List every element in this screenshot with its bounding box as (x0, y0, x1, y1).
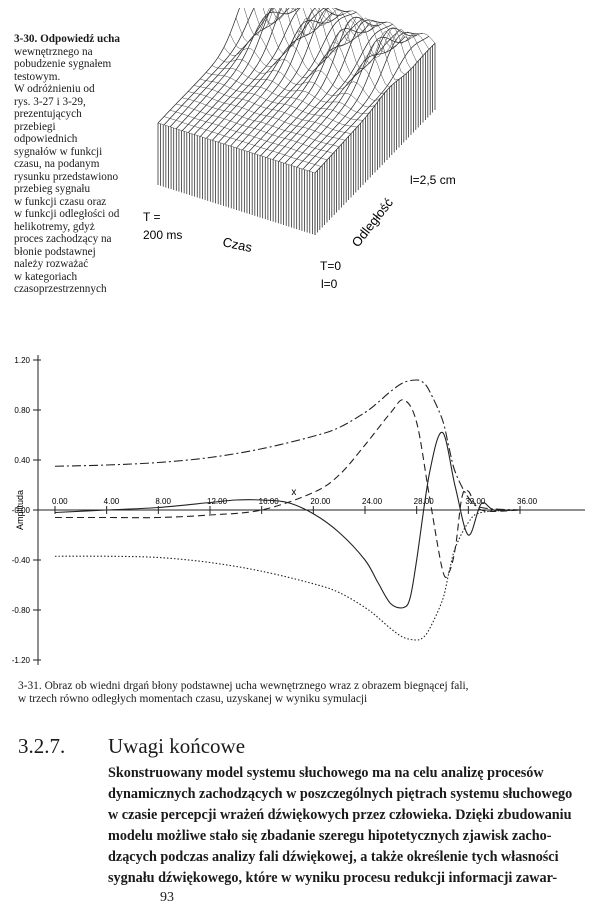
x-tick-label: 20.00 (310, 497, 331, 506)
mesh-line (211, 65, 370, 114)
x-tick-label: 36.00 (517, 497, 538, 506)
caption-line: należy rozważać (14, 258, 89, 270)
mesh-line (253, 8, 406, 75)
mesh-line (217, 57, 376, 108)
x-tick-label: 32.00 (465, 497, 486, 506)
caption-line: odpowiednich (14, 133, 78, 145)
body-line: sygnału dźwiękowego, które w wyniku proc… (108, 870, 558, 886)
section-body: Skonstruowany model systemu słuchowego m… (108, 763, 578, 889)
mesh-line (235, 17, 394, 88)
caption-line: w funkcji odległości od (14, 208, 120, 220)
caption-line: wewnętrznego na (14, 45, 93, 58)
body-line: modelu możliwe stało się zbadanie szereg… (108, 828, 552, 844)
caption-line: W odróżnieniu od (14, 83, 95, 95)
mesh-line (175, 103, 334, 154)
caption-line: czasu, na podanym (14, 158, 100, 170)
chart-series (54, 379, 521, 641)
figure-3-30-surface-plot: T = 200 ms Czas Odległość l=2,5 cm T=0 l… (143, 8, 456, 291)
y-tick-label: -0.80 (12, 606, 31, 615)
time-axis-label: Czas (221, 234, 254, 255)
caption-line: rys. 3-27 i 3-29, (14, 95, 86, 108)
page-number: 93 (160, 890, 174, 905)
series-line-dashed (54, 399, 521, 578)
distance-axis-label: Odległość (349, 195, 397, 250)
surface-mesh (157, 8, 436, 174)
caption-line: 3-30. Odpowiedź ucha (14, 33, 120, 45)
body-line: Skonstruowany model systemu słuchowego m… (108, 765, 544, 781)
mesh-line (193, 85, 352, 134)
caption-line: pobudzenie sygnałem (14, 58, 112, 70)
mesh-line (187, 91, 346, 141)
mesh-line (290, 8, 430, 50)
mesh-line (262, 8, 412, 70)
caption-line: w funkcji czasu oraz (14, 195, 107, 208)
x-tick-label: 16.00 (259, 497, 280, 506)
mesh-line (280, 8, 424, 56)
y-tick-label: 0.80 (14, 406, 30, 415)
y-axis-label: Amplituda (15, 490, 25, 530)
body-line: w czasie percepcji wrażeń dźwiękowych pr… (108, 807, 572, 823)
caption-line: helikotremy, gdyż (14, 220, 95, 233)
caption-line: sygnałów w funkcji (14, 145, 103, 158)
mesh-line (169, 110, 328, 161)
caption-line: błonie podstawnej (14, 245, 96, 258)
surface-front-hatching (157, 123, 316, 235)
caption-line: czasoprzestrzennych (14, 283, 107, 295)
mesh-line (223, 47, 382, 101)
caption-line: w trzech równo odległych momentach czasu… (18, 693, 368, 705)
mesh-line (157, 122, 316, 174)
y-tick-label: 1.20 (14, 356, 30, 365)
figure-3-31-caption: 3-31. Obraz ob wiedni drgań błony podsta… (18, 680, 593, 706)
x-tick-label: 24.00 (362, 497, 383, 506)
chart-ticks: 1.20 0.80 0.40 -0.00 -0.40 -0.80 -1.20 0.00 4.00… (12, 356, 538, 665)
figure-3-30-caption: 3-30. Odpowiedź ucha wewnętrznego na pob… (14, 33, 142, 296)
y-tick-label: -1.20 (12, 656, 31, 665)
caption-line: przebiegi (14, 120, 56, 133)
x-tick-label: 28.00 (414, 497, 435, 506)
mesh-line (229, 33, 388, 94)
time-zero-label: T=0 (320, 259, 341, 273)
series-line-solid (54, 431, 521, 609)
body-line: dynamicznych zachodzących w poszczególny… (108, 786, 573, 802)
mesh-line (327, 8, 436, 44)
surface-side-hatching (314, 43, 436, 235)
section-number: 3.2.7. (18, 734, 66, 758)
y-tick-label: -0.40 (12, 556, 31, 565)
time-end-value: 200 ms (143, 228, 182, 242)
distance-zero-label: l=0 (321, 277, 338, 291)
time-end-label: T = (143, 210, 160, 224)
mesh-line (199, 78, 358, 128)
caption-line: prezentujących (14, 108, 82, 120)
series-line-envelope-dashdot (54, 379, 521, 511)
x-tick-label: 8.00 (155, 497, 171, 506)
y-tick-label: 0.40 (14, 456, 30, 465)
figure-3-31-chart: 1.20 0.80 0.40 -0.00 -0.40 -0.80 -1.20 0.00 4.00… (12, 355, 585, 665)
caption-line: 3-31. Obraz ob wiedni drgań błony podsta… (18, 680, 469, 692)
caption-line: przebieg sygnału (14, 183, 91, 195)
caption-line: w kategoriach (14, 270, 78, 283)
mesh-line (271, 8, 418, 63)
mesh-line (169, 8, 274, 128)
mesh-line (205, 72, 364, 121)
caption-line: testowym. (14, 70, 61, 83)
series-line-envelope-dotted (54, 509, 521, 641)
distance-end-label: l=2,5 cm (410, 173, 456, 187)
caption-line: rysunku przedstawiono (14, 170, 119, 183)
caption-line: proces zachodzący na (14, 233, 112, 245)
mesh-line (157, 8, 240, 124)
body-line: dzących podczas analizy fali dźwiękowej,… (108, 849, 559, 865)
mesh-line (243, 8, 400, 81)
chart-annotation-x: x (291, 487, 296, 498)
section-title: Uwagi końcowe (108, 734, 246, 758)
mesh-line (163, 116, 322, 167)
mesh-line (181, 97, 340, 148)
y-tick-label: -0.00 (12, 506, 31, 515)
x-tick-label: 0.00 (52, 497, 68, 506)
x-tick-label: 4.00 (104, 497, 120, 506)
